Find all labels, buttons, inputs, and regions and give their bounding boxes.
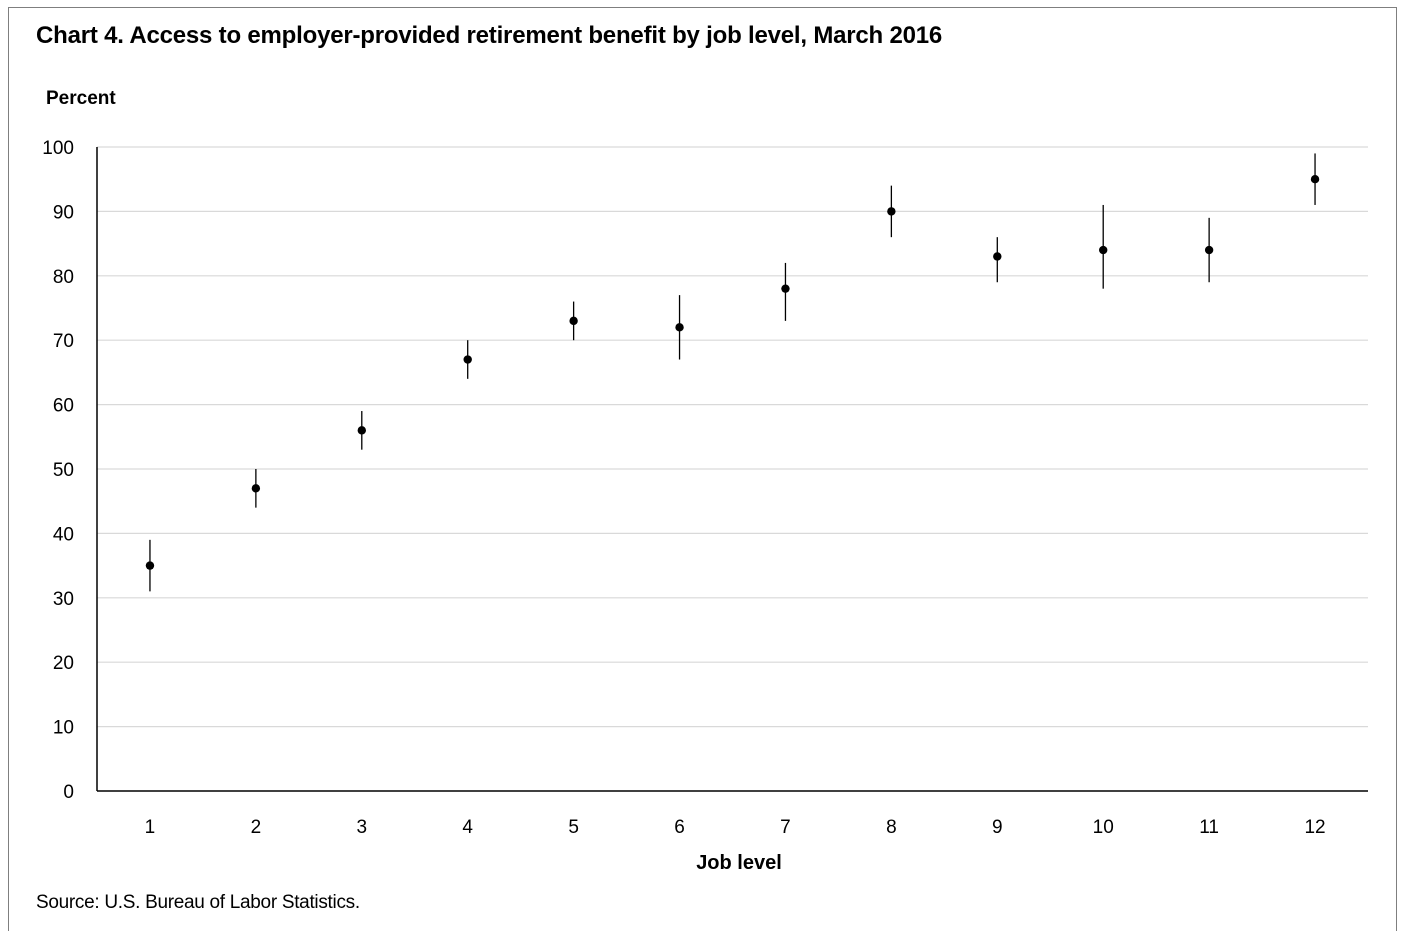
y-tick-label: 100 [42, 138, 74, 159]
y-tick-label: 90 [53, 202, 74, 223]
x-tick-label: 12 [1304, 817, 1325, 838]
data-point [357, 426, 366, 435]
x-tick-label: 6 [674, 817, 685, 838]
source-note: Source: U.S. Bureau of Labor Statistics. [36, 892, 360, 913]
data-point [463, 355, 472, 364]
x-tick-label: 7 [780, 817, 791, 838]
x-tick-label: 11 [1199, 817, 1219, 838]
data-point [781, 284, 790, 293]
x-tick-label: 5 [568, 817, 579, 838]
x-tick-label: 3 [357, 817, 368, 838]
y-axis-label: Percent [46, 88, 116, 109]
y-tick-label: 10 [53, 718, 74, 739]
y-tick-label: 50 [53, 460, 74, 481]
chart-title: Chart 4. Access to employer-provided ret… [36, 22, 943, 49]
data-point [1310, 175, 1320, 184]
y-tick-label: 30 [53, 589, 74, 610]
y-tick-label: 0 [63, 782, 74, 803]
y-tick-label: 60 [53, 396, 74, 417]
y-tick-label: 40 [53, 524, 74, 545]
x-tick-label: 4 [462, 817, 473, 838]
data-point [675, 323, 684, 332]
x-tick-label: 9 [992, 817, 1003, 838]
data-point [1204, 245, 1214, 255]
x-tick-label: 2 [251, 817, 262, 838]
x-tick-label: 8 [886, 817, 897, 838]
x-tick-label: 10 [1093, 817, 1114, 838]
data-point [569, 316, 578, 326]
y-tick-label: 20 [53, 653, 74, 674]
x-tick-label: 1 [145, 817, 156, 838]
data-point [251, 484, 261, 493]
data-point [145, 561, 155, 570]
y-tick-label: 70 [53, 331, 74, 352]
y-tick-label: 80 [53, 267, 74, 288]
data-point [887, 207, 896, 216]
data-point [1099, 245, 1108, 255]
chart-frame [8, 7, 1397, 931]
x-axis-label: Job level [696, 852, 782, 874]
data-point [993, 252, 1002, 261]
